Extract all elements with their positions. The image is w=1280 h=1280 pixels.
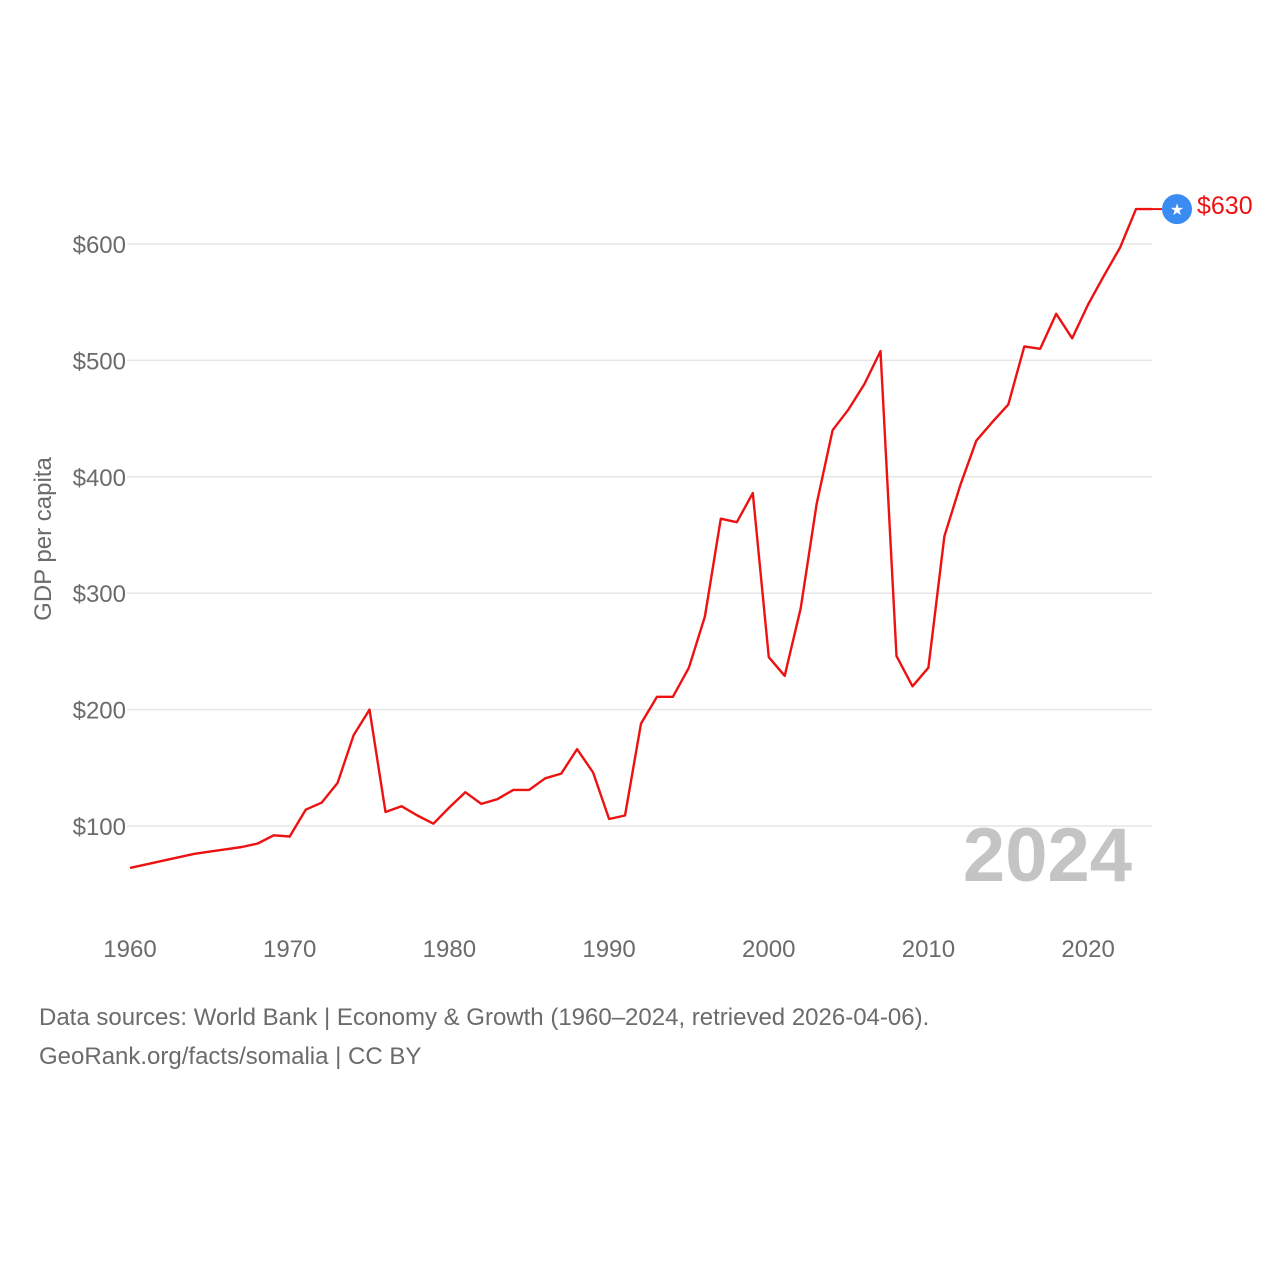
y-axis-ticks: $100 $200 $300 $400 $500 $600	[73, 232, 126, 841]
x-tick-label: 1960	[103, 936, 156, 963]
y-tick-label: $300	[73, 581, 126, 608]
x-axis-ticks: 1960 1970 1980 1990 2000 2010 2020	[103, 936, 1115, 963]
end-value-label: $630	[1197, 192, 1253, 220]
x-tick-label: 1970	[263, 936, 316, 963]
current-year-label: 2024	[963, 813, 1132, 898]
y-tick-label: $100	[73, 814, 126, 841]
x-tick-label: 2000	[742, 936, 795, 963]
somalia-flag-icon	[1162, 194, 1192, 225]
x-tick-label: 1990	[582, 936, 635, 963]
y-tick-label: $400	[73, 465, 126, 492]
series-line-somalia	[129, 207, 1152, 870]
footer-attribution: GeoRank.org/facts/somalia | CC BY	[39, 1043, 422, 1070]
y-axis-label: GDP per capita	[30, 457, 57, 621]
grid-lines	[127, 243, 1152, 827]
y-tick-label: $600	[73, 232, 126, 259]
x-tick-label: 1980	[423, 936, 476, 963]
x-tick-label: 2020	[1061, 936, 1114, 963]
end-marker-group: ★ $630	[1162, 192, 1253, 225]
x-tick-label: 2010	[902, 936, 955, 963]
footer-sources: Data sources: World Bank | Economy & Gro…	[39, 1004, 930, 1031]
series-layer	[129, 207, 1162, 870]
star-icon: ★	[1170, 200, 1184, 219]
y-tick-label: $200	[73, 698, 126, 725]
y-tick-label: $500	[73, 348, 126, 375]
